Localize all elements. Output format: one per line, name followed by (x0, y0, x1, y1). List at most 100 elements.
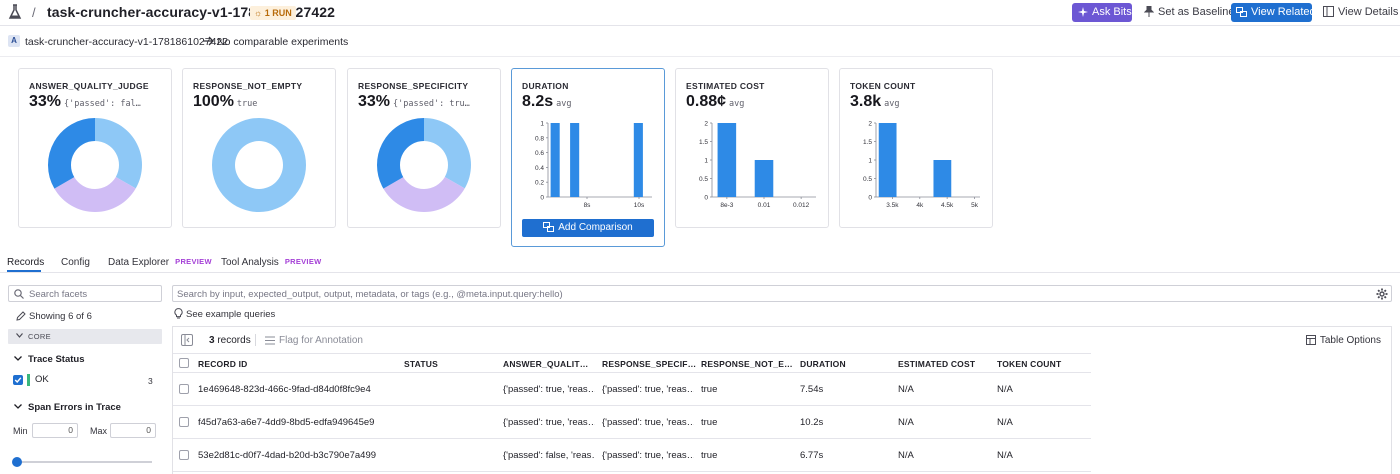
donut-chart (377, 118, 471, 212)
metric-card-response-specificity[interactable]: RESPONSE_SPECIFICITY 33% {'passed': tru… (347, 68, 501, 228)
y-tick-label: 1 (540, 121, 544, 128)
histogram-bar[interactable] (933, 160, 952, 197)
y-tick-label: 1.5 (863, 139, 872, 146)
ask-bits-button[interactable]: Ask Bits (1072, 3, 1132, 22)
table-options-button[interactable]: Table Options (1305, 335, 1381, 346)
row-checkbox[interactable] (179, 417, 189, 427)
metric-card-estimated-cost[interactable]: ESTIMATED COST 0.88¢ avg 0 0.5 1 1.5 2 8e-3 0.0… (675, 68, 829, 228)
view-details-label: View Details (1338, 6, 1399, 18)
response-not-empty-cell: true (701, 384, 718, 395)
tab-data-explorer[interactable]: Data Explorer PREVIEW (108, 257, 212, 268)
column-header-estimated-cost[interactable]: ESTIMATED COST (898, 359, 976, 369)
view-related-button[interactable]: View Related (1231, 3, 1316, 22)
max-input[interactable]: 0 (110, 423, 156, 438)
range-slider-handle[interactable] (12, 457, 22, 467)
facet-search-placeholder: Search facets (29, 289, 88, 300)
view-related-label: View Related (1251, 6, 1316, 18)
estimated-cost-cell: N/A (898, 417, 914, 428)
core-group-header[interactable]: CORE (8, 329, 162, 344)
view-details-button[interactable]: View Details (1320, 3, 1400, 22)
ok-checkbox[interactable] (13, 375, 23, 385)
column-header-record-id[interactable]: RECORD ID (198, 359, 248, 369)
y-tick-label: 0.5 (699, 176, 708, 183)
y-tick-label: 0 (868, 195, 872, 202)
set-baseline-label: Set as Baseline (1158, 6, 1235, 18)
column-header-duration[interactable]: DURATION (800, 359, 846, 369)
tab-records[interactable]: Records (7, 257, 44, 268)
histogram-bar[interactable] (717, 123, 737, 197)
column-header-token-count[interactable]: TOKEN COUNT (997, 359, 1062, 369)
metric-subvalue: avg (884, 99, 900, 109)
duration-cell: 10.2s (800, 417, 824, 428)
x-tick-label: 10s (634, 202, 645, 209)
histogram-bar[interactable] (878, 123, 897, 197)
y-tick-label: 0 (540, 195, 544, 202)
column-header-answer-quality[interactable]: ANSWER_QUALIT… (503, 359, 589, 369)
row-checkbox[interactable] (179, 450, 189, 460)
x-tick-label: 8s (584, 202, 592, 209)
metric-card-duration[interactable]: DURATION 8.2s avg 0 0.2 0.4 0.6 0.8 1 8s 10s Add… (511, 68, 665, 247)
metric-title: TOKEN COUNT (850, 81, 916, 91)
histogram-bar[interactable] (570, 123, 580, 197)
search-icon (14, 289, 24, 299)
y-tick-label: 0 (704, 195, 708, 202)
add-comparison-button[interactable]: Add Comparison (522, 219, 654, 237)
gear-icon[interactable] (1376, 288, 1388, 300)
trace-status-facet-header[interactable]: Trace Status (14, 354, 85, 365)
facet-search-input[interactable]: Search facets (8, 285, 162, 302)
donut-chart (212, 117, 306, 213)
donut-slice (383, 176, 465, 212)
token-count-cell: N/A (997, 450, 1013, 461)
metric-card-token-count[interactable]: TOKEN COUNT 3.8k avg 0 0.5 1 1.5 2 3.5k 4k 4.5k 5… (839, 68, 993, 228)
donut-slice (48, 118, 95, 189)
donut-slice (54, 176, 136, 212)
metric-value-number: 33% (358, 93, 391, 110)
histogram-bar[interactable] (633, 123, 643, 197)
top-header: / task-cruncher-accuracy-v1-178186102742… (0, 0, 1400, 26)
metric-card-response-not-empty[interactable]: RESPONSE_NOT_EMPTY 100% true (182, 68, 336, 228)
min-label: Min (13, 426, 28, 436)
metric-subvalue: true (236, 99, 258, 109)
column-header-response-specificity[interactable]: RESPONSE_SPECIF… (602, 359, 697, 369)
duration-cell: 7.54s (800, 384, 824, 395)
collapse-sidebar-button[interactable] (181, 334, 193, 346)
metric-card-answer-quality[interactable]: ANSWER_QUALITY_JUDGE 33% {'passed': fal… (18, 68, 172, 228)
histogram-bar[interactable] (550, 123, 560, 197)
row-checkbox[interactable] (179, 384, 189, 394)
column-header-response-not-empty[interactable]: RESPONSE_NOT_E… (701, 359, 793, 369)
experiment-badge: A (8, 35, 20, 47)
range-slider-track[interactable] (16, 461, 152, 463)
select-all-checkbox[interactable] (179, 358, 189, 368)
comparison-status: No comparable experiments (217, 36, 349, 48)
span-errors-facet-header[interactable]: Span Errors in Trace (14, 402, 121, 413)
facets-showing[interactable]: Showing 6 of 6 (16, 311, 92, 322)
record-id-cell: f45d7a63-a6e7-4dd9-8bd5-edfa949645e9 (198, 417, 375, 428)
histogram-bar[interactable] (754, 160, 774, 197)
showing-label: Showing 6 of 6 (29, 311, 92, 322)
metric-title: DURATION (522, 81, 569, 91)
table-row[interactable]: 53e2d81c-d0f7-4dad-b20d-b3c790e7a499 {'p… (173, 439, 1091, 472)
flag-annotation-label: Flag for Annotation (279, 335, 363, 346)
experiment-name[interactable]: task-cruncher-accuracy-v1-1781861027422 (25, 36, 229, 48)
tab-tool-analysis[interactable]: Tool Analysis PREVIEW (221, 257, 322, 268)
min-input[interactable]: 0 (32, 423, 78, 438)
records-search-input[interactable]: Search by input, expected_output, output… (172, 285, 1392, 302)
response-not-empty-cell: true (701, 417, 718, 428)
ok-count: 3 (148, 376, 153, 386)
metric-subvalue: avg (729, 99, 745, 109)
set-baseline-button[interactable]: Set as Baseline (1141, 3, 1234, 22)
column-header-status[interactable]: STATUS (404, 359, 438, 369)
tab-config[interactable]: Config (61, 257, 90, 268)
donut-slice (424, 118, 471, 189)
y-tick-label: 2 (868, 121, 872, 128)
duration-cell: 6.77s (800, 450, 824, 461)
chevron-down-icon (14, 356, 22, 361)
x-tick-label: 8e-3 (720, 202, 733, 209)
records-count-label: records (217, 335, 251, 346)
example-queries-link[interactable]: See example queries (174, 308, 275, 320)
records-count: 3 records (209, 335, 251, 346)
table-row[interactable]: 1e469648-823d-466c-9fad-d84d0f8fc9e4 {'p… (173, 373, 1091, 406)
max-label: Max (90, 426, 108, 436)
table-row[interactable]: f45d7a63-a6e7-4dd9-8bd5-edfa949645e9 {'p… (173, 406, 1091, 439)
flag-annotation-button[interactable]: Flag for Annotation (265, 335, 363, 346)
